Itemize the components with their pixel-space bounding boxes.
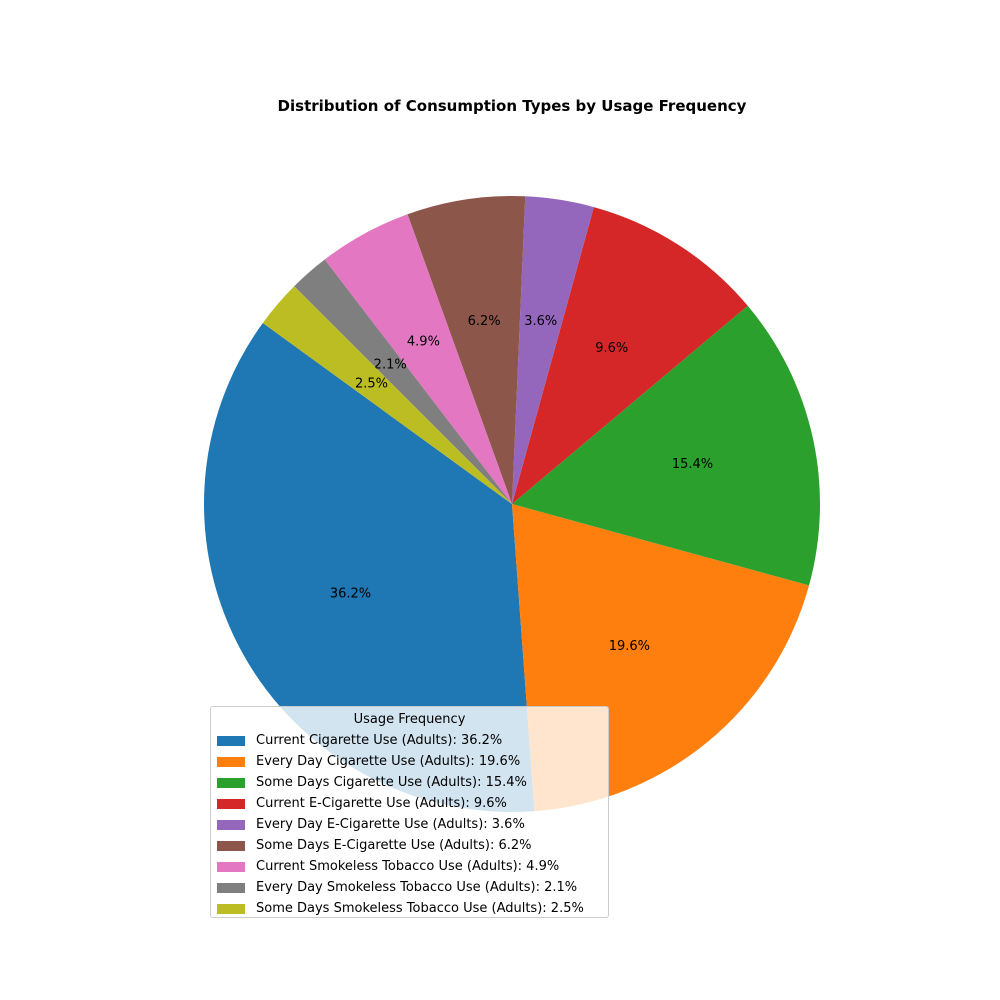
legend: Usage Frequency Current Cigarette Use (A…: [210, 706, 609, 918]
legend-item-2: Every Day Cigarette Use (Adults): 19.6%: [211, 752, 608, 773]
legend-label-1: Current Cigarette Use (Adults): 36.2%: [256, 733, 503, 748]
slice-pct-label-7: 4.9%: [407, 334, 440, 349]
pie-slice-4: [512, 207, 748, 504]
slice-pct-label-6: 6.2%: [468, 314, 501, 329]
legend-item-9: Some Days Smokeless Tobacco Use (Adults)…: [211, 899, 608, 920]
legend-item-4: Current E-Cigarette Use (Adults): 9.6%: [211, 794, 608, 815]
legend-label-9: Some Days Smokeless Tobacco Use (Adults)…: [256, 901, 584, 916]
pie-slice-3: [512, 305, 821, 586]
legend-swatch-7: [217, 862, 245, 872]
legend-swatch-4: [217, 799, 245, 809]
legend-item-6: Some Days E-Cigarette Use (Adults): 6.2%: [211, 836, 608, 857]
slice-pct-label-5: 3.6%: [524, 314, 557, 329]
chart-title: Distribution of Consumption Types by Usa…: [277, 97, 747, 115]
pie-slice-7: [324, 214, 512, 504]
legend-item-8: Every Day Smokeless Tobacco Use (Adults)…: [211, 878, 608, 899]
legend-item-5: Every Day E-Cigarette Use (Adults): 3.6%: [211, 815, 608, 836]
legend-title: Usage Frequency: [353, 712, 466, 727]
legend-item-7: Current Smokeless Tobacco Use (Adults): …: [211, 857, 608, 878]
legend-swatch-2: [217, 757, 245, 767]
slice-pct-label-4: 9.6%: [595, 341, 628, 356]
slice-pct-label-2: 19.6%: [609, 639, 650, 654]
legend-label-5: Every Day E-Cigarette Use (Adults): 3.6%: [256, 817, 525, 832]
legend-swatch-3: [217, 778, 245, 788]
legend-swatch-1: [217, 736, 245, 746]
pie-slice-9: [262, 286, 512, 504]
legend-item-1: Current Cigarette Use (Adults): 36.2%: [211, 731, 608, 752]
slice-pct-label-3: 15.4%: [672, 457, 713, 472]
legend-label-7: Current Smokeless Tobacco Use (Adults): …: [256, 859, 560, 874]
pie-slice-1: [203, 322, 535, 812]
legend-label-3: Some Days Cigarette Use (Adults): 15.4%: [256, 775, 527, 790]
legend-item-3: Some Days Cigarette Use (Adults): 15.4%: [211, 773, 608, 794]
legend-label-6: Some Days E-Cigarette Use (Adults): 6.2%: [256, 838, 532, 853]
legend-label-8: Every Day Smokeless Tobacco Use (Adults)…: [256, 880, 578, 895]
legend-label-2: Every Day Cigarette Use (Adults): 19.6%: [256, 754, 521, 769]
slice-pct-label-8: 2.1%: [374, 358, 407, 373]
legend-swatch-8: [217, 883, 245, 893]
legend-swatch-5: [217, 820, 245, 830]
pie-slice-6: [407, 195, 526, 504]
legend-label-4: Current E-Cigarette Use (Adults): 9.6%: [256, 796, 507, 811]
slice-pct-label-1: 36.2%: [330, 586, 371, 601]
legend-items: Current Cigarette Use (Adults): 36.2% Eve…: [211, 731, 608, 920]
pie-slice-5: [512, 196, 594, 504]
pie-slice-8: [294, 259, 512, 504]
legend-swatch-6: [217, 841, 245, 851]
legend-swatch-9: [217, 904, 245, 914]
slice-pct-label-9: 2.5%: [355, 376, 388, 391]
